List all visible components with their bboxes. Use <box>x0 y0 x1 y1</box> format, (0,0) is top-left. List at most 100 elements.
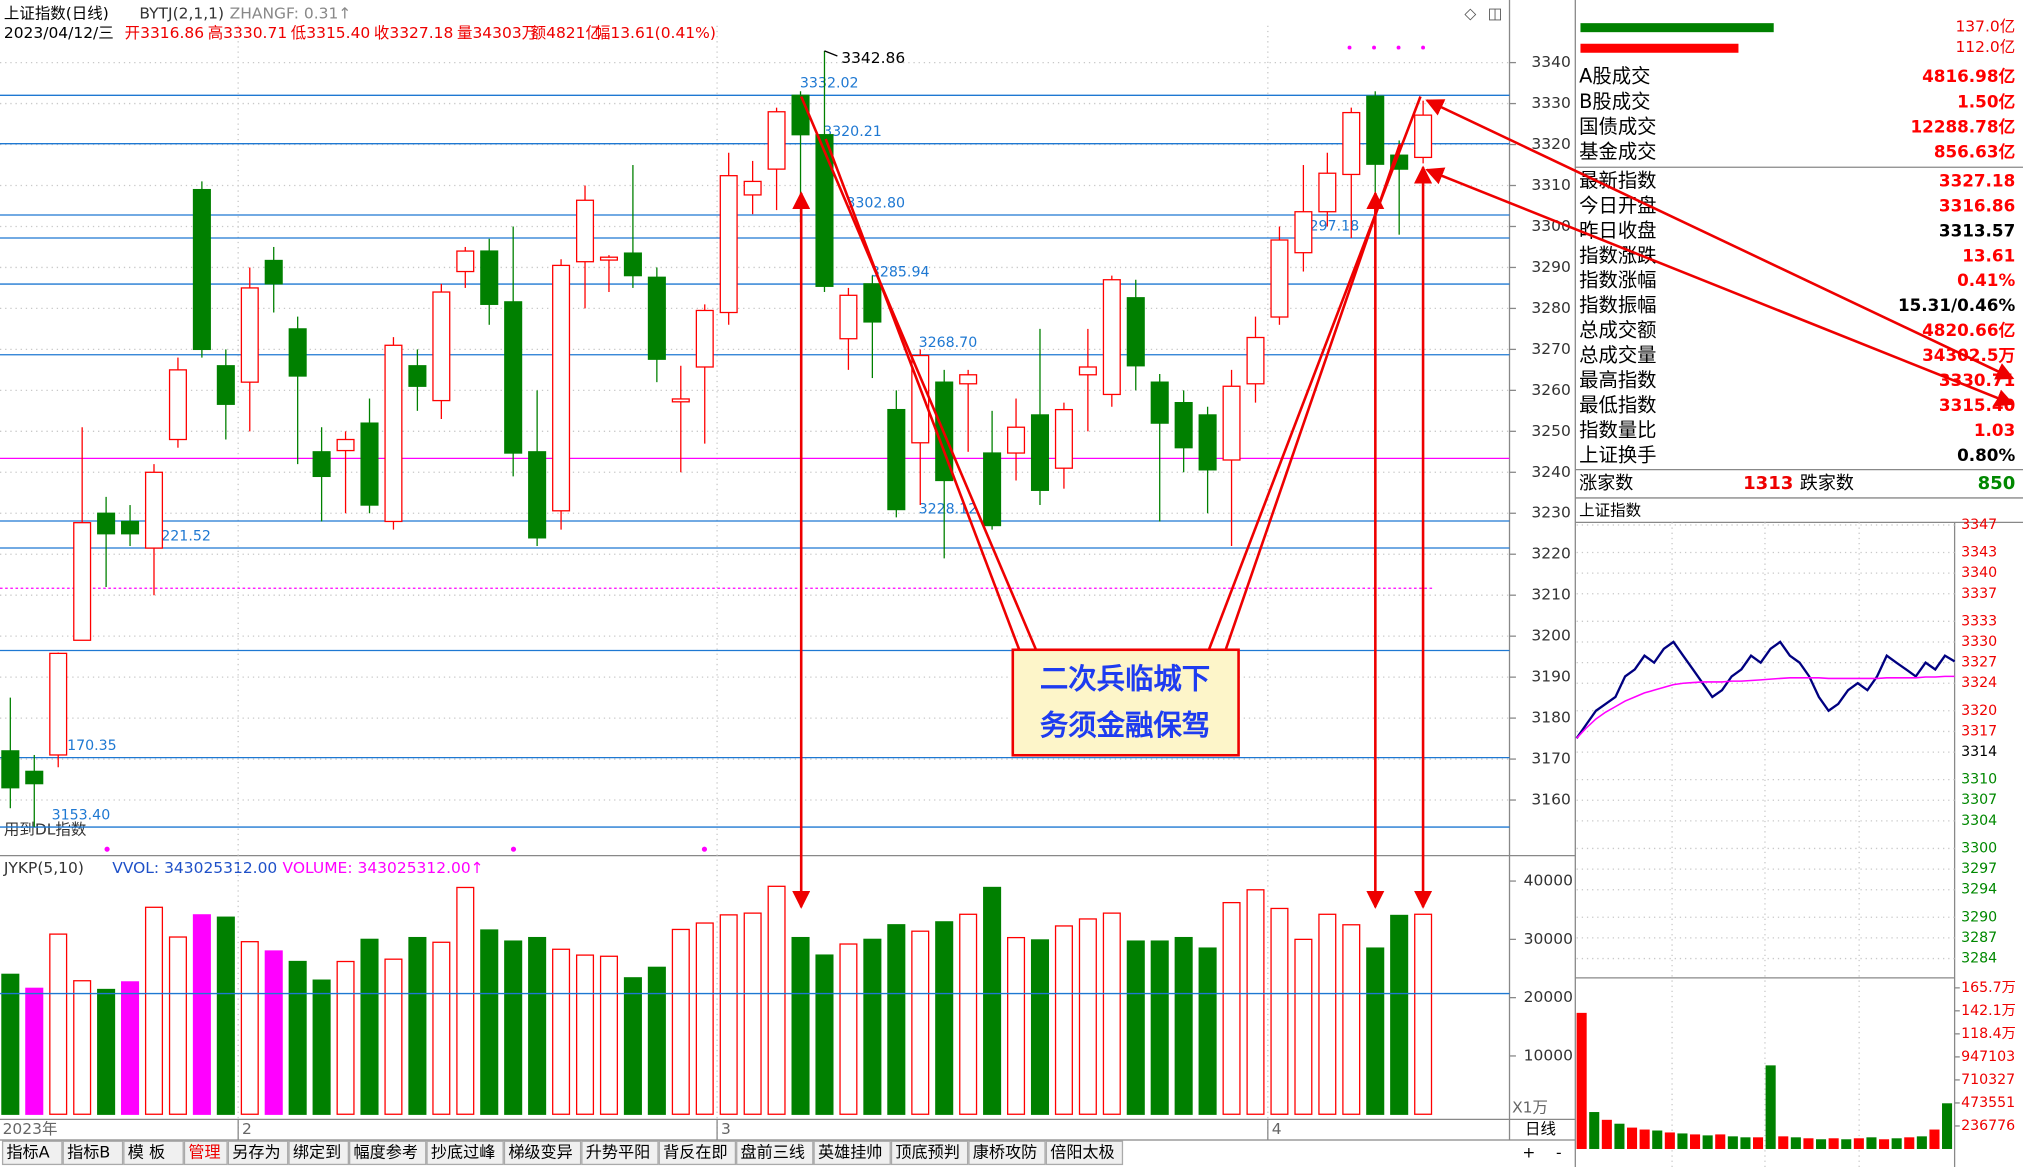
toolbar-button[interactable] <box>123 1140 184 1166</box>
icon[interactable]: ◫ <box>1488 5 1503 23</box>
quote-label: 基金成交 <box>1579 140 1656 163</box>
toolbar-label[interactable]: 英雄挂帅 <box>818 1142 882 1161</box>
candle-body <box>1366 95 1385 165</box>
toolbar-label[interactable]: 抄底过峰 <box>431 1142 495 1161</box>
intraday-volume-bar <box>1639 1129 1650 1149</box>
toolbar-label[interactable]: 升势平阳 <box>586 1142 650 1161</box>
callout-text: 务须金融保驾 <box>1040 709 1210 742</box>
toolbar-button[interactable] <box>658 1140 737 1166</box>
toolbar-label[interactable]: 指标A <box>6 1142 49 1161</box>
candle-body <box>911 354 930 444</box>
candle-body <box>1342 111 1361 176</box>
toolbar-label[interactable]: 另存为 <box>232 1142 280 1161</box>
volume-bar <box>121 981 140 1115</box>
volume-bar <box>312 979 331 1115</box>
volume-bar <box>671 928 690 1115</box>
toolbar-button[interactable] <box>183 1140 228 1166</box>
toolbar-label[interactable]: 绑定到 <box>293 1142 341 1161</box>
quote-value: 3315.40 <box>1939 395 2015 415</box>
turnover-label: 137.0亿 <box>1955 18 2015 36</box>
x-tick-label: 2 <box>242 1120 252 1138</box>
toolbar-button[interactable] <box>426 1140 504 1166</box>
level-label: 3221.52 <box>152 528 211 544</box>
candle-body <box>1007 426 1026 454</box>
candle-body <box>1150 381 1169 424</box>
y-tick-label: 3200 <box>1531 627 1570 645</box>
volume-bar <box>887 924 906 1115</box>
toolbar-label[interactable]: 背反在即 <box>663 1142 727 1161</box>
toolbar-button[interactable] <box>1 1140 63 1166</box>
toolbar-button[interactable] <box>227 1140 289 1166</box>
icon[interactable]: ◇ <box>1464 5 1476 23</box>
high-pointer <box>824 50 838 57</box>
quote-value: 0.80% <box>1957 445 2015 465</box>
volume-bar <box>1126 940 1145 1115</box>
quote-label: 昨日收盘 <box>1579 219 1656 242</box>
candle-body <box>336 438 355 452</box>
toolbar-button[interactable] <box>62 1140 124 1166</box>
y-tick-label: 3280 <box>1531 299 1570 317</box>
volume-bar <box>767 885 786 1115</box>
quote-field: 低3315.40 <box>291 24 370 42</box>
candle-body <box>552 264 571 512</box>
volume-bar <box>144 906 164 1115</box>
intraday-volume-bar <box>1652 1130 1663 1149</box>
period[interactable]: 日线 <box>1525 1120 1556 1138</box>
quote-value: 13.61 <box>1962 245 2015 265</box>
toolbar-button[interactable] <box>890 1140 969 1166</box>
toolbar-button[interactable] <box>736 1140 814 1166</box>
y-tick-label: 3304 <box>1961 813 1997 829</box>
volume-bar <box>1390 914 1409 1115</box>
y-tick-label: 3300 <box>1961 840 1997 856</box>
quote-label: 最新指数 <box>1579 169 1656 192</box>
toolbar-button[interactable] <box>503 1140 582 1166</box>
candle-body <box>791 94 810 136</box>
candle-body <box>480 250 499 305</box>
toolbar-button[interactable] <box>1045 1140 1124 1166</box>
volume-bar <box>240 941 259 1115</box>
candle-body <box>1126 297 1145 367</box>
intraday-volume-bar <box>1778 1136 1789 1149</box>
toolbar-button[interactable] <box>813 1140 891 1166</box>
volume-bar <box>743 912 762 1115</box>
arrows <box>792 95 2015 909</box>
volume-bar <box>528 936 547 1115</box>
toolbar-label[interactable]: 倍阳太极 <box>1050 1142 1114 1161</box>
volume-bar <box>432 941 451 1115</box>
zoom-out[interactable]: - <box>1556 1143 1562 1161</box>
quote-value: 3327.18 <box>1939 170 2015 190</box>
toolbar-label[interactable]: 顶底预判 <box>895 1142 959 1161</box>
volume-bar <box>408 936 427 1115</box>
candle-body <box>1414 114 1433 159</box>
toolbar-label[interactable]: 管理 <box>188 1142 220 1161</box>
intraday-volume-bar <box>1765 1065 1776 1149</box>
level-label: 3170.35 <box>58 738 117 754</box>
toolbar-button[interactable] <box>348 1140 427 1166</box>
candle-body <box>168 369 187 441</box>
candle-body <box>647 276 666 360</box>
toolbar-button[interactable] <box>968 1140 1046 1166</box>
intraday-volume-bar <box>1866 1137 1877 1149</box>
y-tick-label: 3320 <box>1961 703 1997 719</box>
volume-bar <box>1 973 20 1115</box>
intraday-volume-bar <box>1816 1139 1827 1149</box>
toolbar-label[interactable]: 盘前三线 <box>741 1142 805 1161</box>
volume-bar <box>623 977 642 1115</box>
intraday-title: 上证指数 <box>1579 501 1641 519</box>
y-tick-label: 3310 <box>1961 772 1997 788</box>
toolbar-label[interactable]: 指标B <box>67 1142 110 1161</box>
toolbar-label[interactable]: 康桥攻防 <box>973 1142 1037 1161</box>
y-tick-label: 236776 <box>1961 1118 2015 1134</box>
volume-bar <box>1294 938 1313 1115</box>
toolbar-label[interactable]: 模 板 <box>128 1142 165 1161</box>
y-tick-label: 3324 <box>1961 675 1997 691</box>
toolbar-label[interactable]: 梯级变异 <box>508 1142 572 1161</box>
quote-label: 今日开盘 <box>1579 194 1656 217</box>
toolbar-button[interactable] <box>581 1140 659 1166</box>
toolbar-button[interactable] <box>288 1140 349 1166</box>
y-tick-label: 3250 <box>1531 422 1570 440</box>
toolbar-label[interactable]: 幅度参考 <box>354 1142 418 1161</box>
volume-bar <box>1030 939 1050 1115</box>
zoom-in[interactable]: + <box>1522 1143 1535 1161</box>
